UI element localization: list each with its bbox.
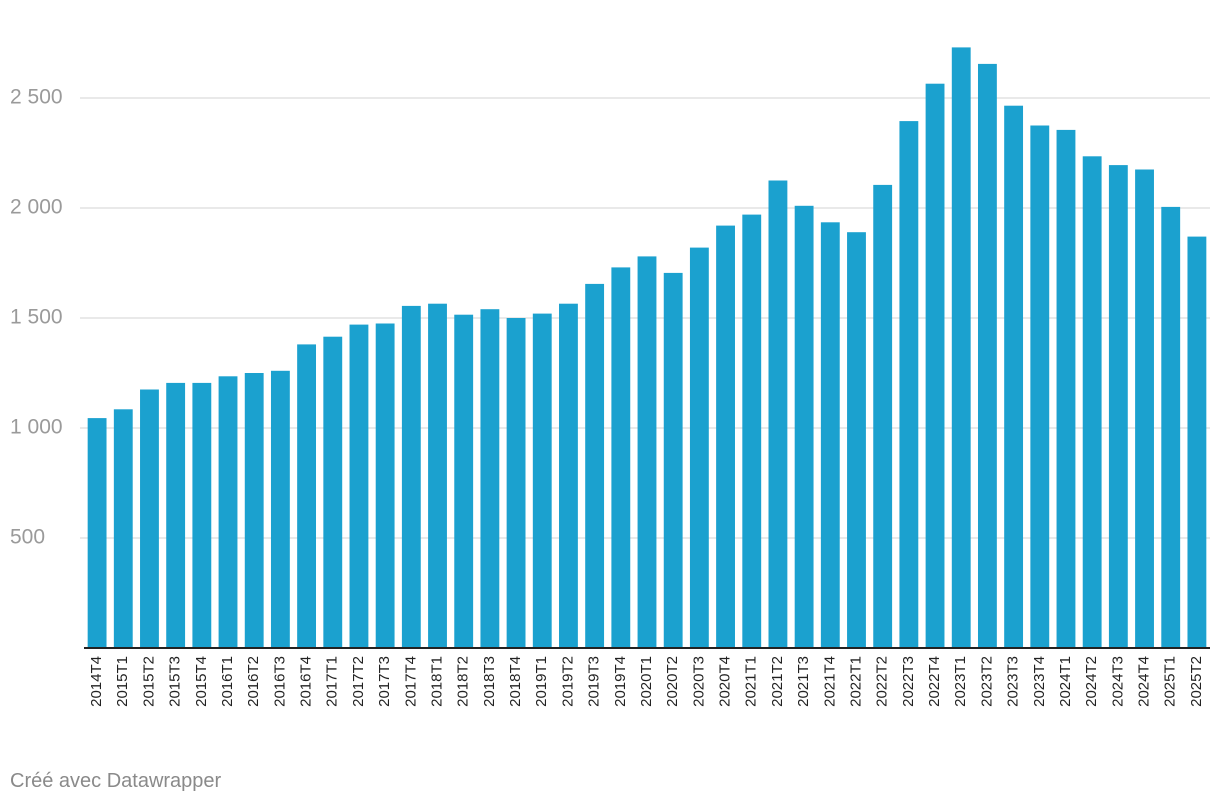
bar-2017T4 [401, 305, 421, 648]
x-tick-label: 2015T4 [193, 656, 210, 707]
x-tick-label: 2024T1 [1057, 656, 1074, 707]
y-axis-tick-labels: 500 1 000 1 500 2 000 2 500 [10, 86, 63, 549]
x-tick-label: 2022T1 [847, 656, 864, 707]
bar-2022T1 [847, 232, 866, 648]
bar-2020T1 [637, 256, 657, 648]
bar-2019T3 [585, 283, 605, 648]
bar-2017T2 [349, 324, 369, 648]
bar-2015T4 [192, 382, 212, 648]
bar-2021T1 [742, 214, 762, 648]
bar-2021T3 [794, 205, 814, 649]
x-tick-label: 2017T1 [324, 656, 341, 707]
bar-2021T4 [820, 222, 840, 649]
bar-2019T4 [611, 267, 631, 648]
bar-2022T4 [925, 83, 945, 648]
x-tick-label: 2023T2 [978, 656, 995, 707]
bar-2016T3 [270, 370, 290, 648]
x-tick-label: 2015T2 [140, 656, 157, 707]
x-tick-label: 2024T2 [1083, 656, 1100, 707]
bar-2017T3 [375, 323, 395, 648]
x-axis-tick-labels: 2014T4 2015T1 2015T2 2015T3 2015T4 2016T1 2016… [88, 656, 1205, 707]
x-tick-label: 2015T3 [167, 656, 184, 707]
y-tick-label: 2 500 [10, 86, 63, 109]
x-tick-label: 2020T1 [638, 656, 655, 707]
bar-2018T1 [428, 303, 447, 648]
bar-2019T2 [559, 303, 578, 648]
x-tick-label: 2021T2 [769, 656, 786, 707]
x-tick-label: 2022T4 [926, 656, 943, 707]
x-tick-label: 2016T1 [219, 656, 236, 707]
y-tick-label: 500 [10, 526, 45, 549]
x-tick-label: 2023T1 [952, 656, 969, 707]
x-tick-label: 2014T4 [88, 656, 105, 707]
bar-2024T2 [1082, 156, 1102, 649]
bar-2025T1 [1161, 206, 1181, 648]
x-tick-label: 2018T3 [481, 656, 498, 707]
bar-2024T4 [1135, 169, 1154, 648]
bar-2018T3 [480, 309, 500, 648]
x-tick-label: 2023T3 [1005, 656, 1022, 707]
bar-2014T4 [87, 418, 107, 648]
x-tick-label: 2020T4 [717, 656, 734, 707]
x-tick-label: 2018T1 [428, 656, 445, 707]
credit-text: Créé avec Datawrapper [10, 770, 222, 792]
bar-2015T3 [166, 382, 186, 648]
bar-2024T1 [1056, 129, 1076, 648]
x-tick-label: 2016T4 [298, 656, 315, 707]
x-tick-label: 2018T4 [507, 656, 524, 707]
bar-2015T2 [140, 389, 159, 648]
x-tick-label: 2019T1 [533, 656, 550, 707]
x-tick-label: 2019T3 [586, 656, 603, 707]
x-tick-label: 2021T3 [795, 656, 812, 707]
x-tick-label: 2021T4 [821, 656, 838, 707]
bar-2022T3 [899, 121, 919, 649]
y-tick-label: 2 000 [10, 196, 63, 219]
x-tick-label: 2022T2 [874, 656, 891, 707]
bar-2017T1 [323, 336, 343, 648]
x-tick-label: 2018T2 [455, 656, 472, 707]
x-tick-label: 2020T2 [664, 656, 681, 707]
x-tick-label: 2024T3 [1109, 656, 1126, 707]
x-tick-label: 2017T2 [350, 656, 367, 707]
x-tick-label: 2016T3 [271, 656, 288, 707]
x-tick-label: 2022T3 [900, 656, 917, 707]
bar-2020T3 [689, 247, 709, 648]
x-tick-label: 2020T3 [690, 656, 707, 707]
bar-2023T4 [1030, 125, 1050, 648]
bar-2015T1 [113, 409, 133, 648]
x-tick-label: 2023T4 [1031, 656, 1048, 707]
bar-2023T2 [977, 63, 997, 648]
bar-2016T1 [218, 376, 238, 648]
x-tick-label: 2021T1 [743, 656, 760, 707]
bar-2022T2 [873, 184, 893, 648]
bar-2018T2 [454, 314, 474, 648]
bar-2021T2 [768, 180, 788, 648]
x-tick-label: 2016T2 [245, 656, 262, 707]
bar-2020T4 [716, 225, 735, 648]
bars [87, 47, 1207, 649]
y-tick-label: 1 500 [10, 306, 63, 329]
bar-2025T2 [1187, 236, 1207, 648]
y-tick-label: 1 000 [10, 416, 63, 439]
x-tick-label: 2025T1 [1162, 656, 1179, 707]
x-tick-label: 2019T2 [559, 656, 576, 707]
x-tick-label: 2019T4 [612, 656, 629, 707]
bar-2023T1 [951, 47, 971, 648]
bar-2018T4 [506, 318, 526, 648]
x-tick-label: 2025T2 [1188, 656, 1205, 707]
x-tick-label: 2017T3 [376, 656, 393, 707]
x-tick-label: 2015T1 [114, 656, 131, 707]
bar-2020T2 [663, 272, 683, 648]
bar-2016T2 [244, 373, 264, 648]
bar-2023T3 [1004, 105, 1024, 648]
bar-2019T1 [532, 313, 552, 648]
x-tick-label: 2024T4 [1136, 656, 1153, 707]
x-tick-label: 2017T4 [402, 656, 419, 707]
bar-2016T4 [297, 344, 317, 648]
bar-2024T3 [1108, 165, 1128, 648]
bar-chart: 500 1 000 1 500 2 000 2 500 2014T4 2015T1 2015… [10, 47, 1210, 707]
